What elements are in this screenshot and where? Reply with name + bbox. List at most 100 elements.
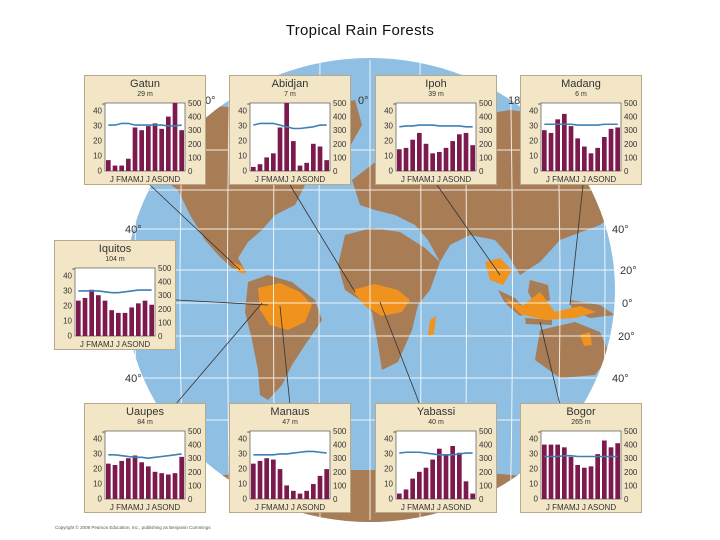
temp-line — [108, 453, 182, 460]
label-lat-40s-left: 40° — [125, 373, 142, 385]
precip-bar — [76, 300, 81, 336]
temp-tick-label: 0 — [243, 167, 248, 176]
label-lat-40n-left: 40° — [125, 224, 142, 236]
precip-tick-label: 200 — [333, 140, 347, 149]
precip-bar — [112, 465, 118, 499]
precip-bar — [423, 143, 429, 171]
rainforest-central-america — [232, 262, 246, 274]
climate-panel-yabassi: Yabassi 40 m °C27.52540mm403020100500400… — [375, 403, 497, 513]
climate-panel-uaupes: Uaupes 84 m °C25.22915mm4030201005004003… — [84, 403, 206, 513]
precip-bar — [317, 146, 323, 171]
temp-tick-label: 0 — [243, 495, 248, 504]
precip-bar — [457, 452, 462, 499]
precip-bar — [470, 145, 475, 171]
precip-bar — [542, 444, 547, 499]
precip-tick-label: 500 — [188, 427, 202, 436]
precip-tick-label: 100 — [479, 481, 493, 490]
precip-bar — [304, 162, 309, 171]
precip-tick-label: 300 — [479, 454, 493, 463]
precip-bar — [568, 126, 574, 171]
precip-bar — [257, 164, 263, 171]
precip-tick-label: 400 — [333, 441, 347, 450]
station-name: Ipoh — [425, 78, 447, 90]
temp-line — [399, 451, 473, 456]
temp-tick-label: 20 — [93, 137, 102, 146]
temp-tick-label: 0 — [389, 495, 394, 504]
station-name: Yabassi — [416, 406, 456, 418]
precip-bar — [403, 489, 409, 499]
plot-frame — [249, 430, 331, 500]
leader-lines — [149, 184, 584, 406]
precip-bar — [172, 103, 178, 171]
precip-tick-label: 100 — [188, 481, 202, 490]
station-elevation: 39 m — [428, 91, 444, 98]
plot-frame — [104, 430, 186, 500]
precip-tick-label: 500 — [479, 427, 493, 436]
precip-tick-label: 300 — [333, 454, 347, 463]
temp-tick-label: 40 — [238, 435, 247, 444]
precip-tick-label: 200 — [333, 468, 347, 477]
temp-tick-label: 20 — [529, 137, 538, 146]
precip-bar — [437, 151, 442, 171]
climate-chart-uaupes: °C25.22915mm4030201005004003002001000J F… — [93, 427, 202, 512]
precip-bar — [102, 300, 108, 336]
month-axis-label: J FMAMJ J ASOND — [80, 340, 150, 349]
precip-bar — [284, 485, 289, 499]
temp-tick-label: 40 — [93, 107, 102, 116]
temp-tick-label: 10 — [529, 480, 538, 489]
temp-tick-label: 40 — [238, 107, 247, 116]
precip-bar — [166, 474, 171, 499]
precip-tick-label: 200 — [158, 305, 172, 314]
temp-line — [108, 122, 182, 127]
precip-bar — [122, 312, 128, 336]
station-elevation: 40 m — [428, 419, 444, 426]
precip-bar — [139, 130, 144, 171]
label-lat-0-right: 0° — [622, 298, 633, 310]
precip-bar — [608, 447, 614, 499]
climate-panel-madang: Madang 6 m °C27.33509mm40302010050040030… — [520, 75, 642, 185]
label-lat-40n-right: 40° — [612, 224, 629, 236]
temp-line — [399, 124, 473, 128]
station-elevation: 84 m — [137, 419, 153, 426]
label-lat-20n-right: 20° — [620, 265, 637, 277]
temp-tick-label: 10 — [63, 317, 72, 326]
climate-chart-ipoh: °C26.42551mm4030201005004003002001000J F… — [384, 99, 493, 184]
precip-bar — [615, 443, 620, 499]
precip-tick-label: 300 — [158, 291, 172, 300]
temp-line — [78, 289, 152, 294]
precip-bar — [152, 123, 158, 171]
temp-tick-label: 20 — [238, 137, 247, 146]
precip-tick-label: 400 — [479, 441, 493, 450]
precip-tick-label: 0 — [624, 495, 629, 504]
precip-bar — [264, 458, 269, 499]
precip-bar — [324, 469, 329, 499]
precip-tick-label: 500 — [479, 99, 493, 108]
precip-bar — [423, 467, 429, 499]
temp-tick-label: 10 — [238, 480, 247, 489]
station-elevation: 47 m — [282, 419, 298, 426]
climate-chart-gatun: °C27.13149mm4030201005004003002001000J F… — [93, 99, 202, 184]
plot-frame — [395, 430, 477, 500]
precip-bar — [89, 289, 94, 336]
climate-chart-bogor: °C25.04230mm4030201005004003002001000J F… — [529, 427, 638, 512]
precip-bar — [146, 466, 151, 499]
rainforest-amazon — [258, 283, 312, 330]
station-name: Iquitos — [98, 243, 132, 255]
precip-tick-label: 100 — [624, 481, 638, 490]
precip-tick-label: 500 — [333, 99, 347, 108]
precip-bar — [588, 153, 594, 171]
precip-bar — [602, 440, 607, 499]
plot-frame — [74, 267, 156, 337]
precip-bar — [324, 160, 329, 171]
precip-bar — [582, 467, 587, 499]
temp-tick-label: 40 — [529, 435, 538, 444]
station-elevation: 7 m — [284, 91, 296, 98]
precip-tick-label: 400 — [188, 441, 202, 450]
precip-bar — [602, 137, 607, 171]
precip-bar — [443, 454, 449, 499]
precip-bar — [251, 166, 256, 171]
temp-line — [544, 454, 618, 458]
precip-bar — [437, 448, 442, 499]
station-elevation: 265 m — [571, 419, 591, 426]
temp-line — [544, 123, 618, 126]
